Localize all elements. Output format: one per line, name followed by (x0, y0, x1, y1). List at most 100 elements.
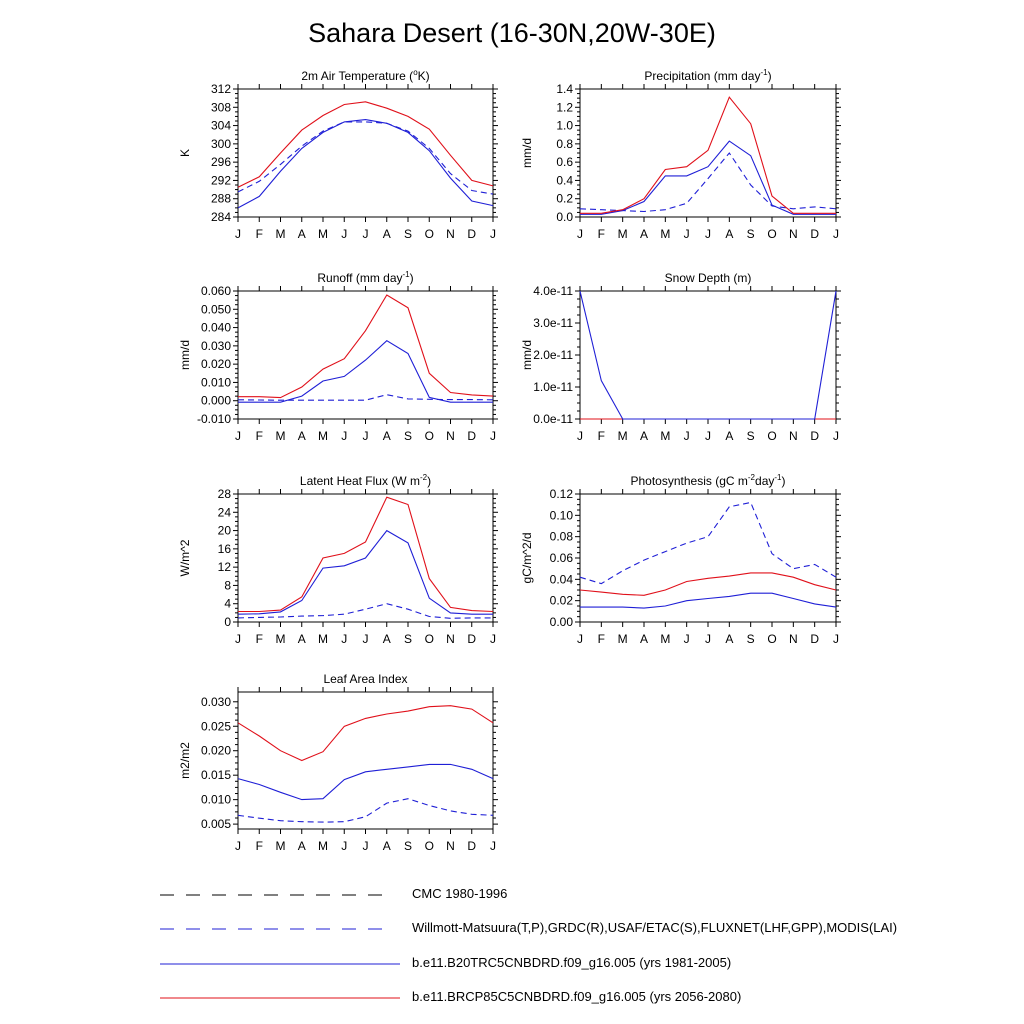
x-tick-label: N (789, 632, 798, 646)
x-tick-label: A (640, 429, 648, 443)
series-line-obs (237, 798, 494, 823)
x-tick-label: J (577, 632, 583, 646)
x-tick-label: A (383, 839, 391, 853)
x-tick-label: J (235, 839, 241, 853)
y-tick-label: 0.015 (201, 768, 231, 782)
series-line-rcp85 (238, 496, 494, 613)
legend-label: b.e11.BRCP85C5CNBDRD.f09_g16.005 (yrs 20… (412, 989, 742, 1004)
x-tick-label: J (341, 632, 347, 646)
x-tick-label: D (467, 429, 476, 443)
y-tick-label: 0.0 (556, 210, 573, 224)
series-line-b20 (580, 140, 836, 215)
x-tick-label: A (298, 429, 306, 443)
plot-frame (579, 88, 837, 218)
x-tick-label: J (833, 632, 839, 646)
x-tick-label: F (256, 227, 263, 241)
y-tick-label: 3.0e-11 (533, 316, 573, 330)
x-tick-label: J (490, 227, 496, 241)
y-tick-label: 0.050 (201, 302, 231, 316)
x-tick-label: A (298, 227, 306, 241)
x-tick-label: M (660, 227, 670, 241)
x-tick-label: A (725, 227, 733, 241)
y-tick-label: 304 (211, 119, 231, 133)
y-tick-label: 4 (224, 597, 231, 611)
y-tick-label: 308 (211, 100, 231, 114)
series-line-b20 (579, 290, 837, 420)
series-line-rcp85 (580, 96, 836, 214)
y-tick-label: 0.030 (201, 339, 231, 353)
y-tick-label: 0.00 (550, 615, 574, 629)
series-line-obs (237, 394, 494, 401)
x-tick-label: F (256, 632, 263, 646)
y-tick-label: 296 (211, 155, 231, 169)
y-tick-label: 1.0e-11 (533, 380, 573, 394)
plot-frame (579, 290, 837, 420)
x-tick-label: J (363, 839, 369, 853)
x-tick-label: D (810, 227, 819, 241)
y-tick-label: 1.4 (556, 82, 573, 96)
y-tick-label: 28 (218, 487, 232, 501)
y-axis-label: gC/m^2/d (520, 533, 534, 584)
x-tick-label: M (276, 632, 286, 646)
series-line-obs (237, 603, 493, 619)
series-line-rcp85 (237, 705, 494, 762)
x-tick-label: A (298, 632, 306, 646)
y-tick-label: 1.2 (556, 100, 573, 114)
chart-panel-snow: Snow Depth (m) mm/d 0.0e-11 1.0e-11 2.0e-11 3… (520, 271, 841, 443)
x-tick-label: F (256, 429, 263, 443)
x-tick-label: O (425, 839, 434, 853)
panel-title: Latent Heat Flux (W m-2) (300, 473, 431, 488)
series-line-rcp85 (237, 101, 494, 188)
chart-panel-temp: 2m Air Temperature (oK) K 284 288 292 296 300 3… (178, 68, 498, 241)
x-tick-label: M (276, 227, 286, 241)
y-tick-label: -0.010 (197, 412, 231, 426)
x-tick-label: J (705, 632, 711, 646)
x-tick-label: M (660, 429, 670, 443)
x-tick-label: J (833, 429, 839, 443)
legend-line-icon (160, 928, 390, 930)
y-tick-label: 20 (218, 524, 232, 538)
x-tick-label: A (640, 227, 648, 241)
y-tick-label: 0.10 (550, 508, 574, 522)
y-axis-label: W/m^2 (178, 539, 192, 576)
y-tick-label: 0.040 (201, 321, 231, 335)
x-tick-label: A (298, 839, 306, 853)
y-tick-label: 8 (224, 578, 231, 592)
x-tick-label: D (467, 632, 476, 646)
y-axis-label: mm/d (520, 340, 534, 370)
y-tick-label: 0.020 (201, 744, 231, 758)
series-line-obs (237, 121, 494, 195)
panel-title: Runoff (mm day-1) (317, 270, 413, 285)
legend-label: b.e11.B20TRC5CNBDRD.f09_g16.005 (yrs 198… (412, 955, 732, 970)
x-tick-label: J (684, 429, 690, 443)
x-tick-label: D (467, 227, 476, 241)
y-tick-label: 0.4 (556, 173, 573, 187)
x-tick-label: S (404, 839, 412, 853)
x-tick-label: M (618, 429, 628, 443)
x-tick-label: J (684, 632, 690, 646)
y-tick-label: 288 (211, 192, 231, 206)
x-tick-label: S (404, 429, 412, 443)
x-tick-label: N (446, 632, 455, 646)
chart-panel-lhf: Latent Heat Flux (W m-2) W/m^2 0 4 8 12 16 20 24… (178, 473, 498, 646)
x-tick-label: J (341, 839, 347, 853)
y-tick-label: 0.12 (550, 487, 574, 501)
x-tick-label: F (598, 227, 605, 241)
x-tick-label: A (383, 429, 391, 443)
series-line-rcp85 (579, 572, 837, 596)
x-tick-label: S (747, 227, 755, 241)
y-tick-label: 300 (211, 137, 231, 151)
plot-frame (237, 88, 494, 218)
legend-line-icon (160, 963, 400, 965)
y-tick-label: 0.005 (201, 817, 231, 831)
panel-title: Photosynthesis (gC m-2day-1) (631, 473, 786, 488)
x-tick-label: N (789, 227, 798, 241)
y-tick-label: 24 (218, 505, 232, 519)
x-tick-label: N (446, 839, 455, 853)
y-tick-label: 16 (218, 542, 232, 556)
chart-panel-gpp: Photosynthesis (gC m-2day-1) gC/m^2/d 0.00… (520, 473, 841, 646)
x-tick-label: D (810, 632, 819, 646)
x-tick-label: J (833, 227, 839, 241)
y-axis-label: mm/d (520, 138, 534, 168)
